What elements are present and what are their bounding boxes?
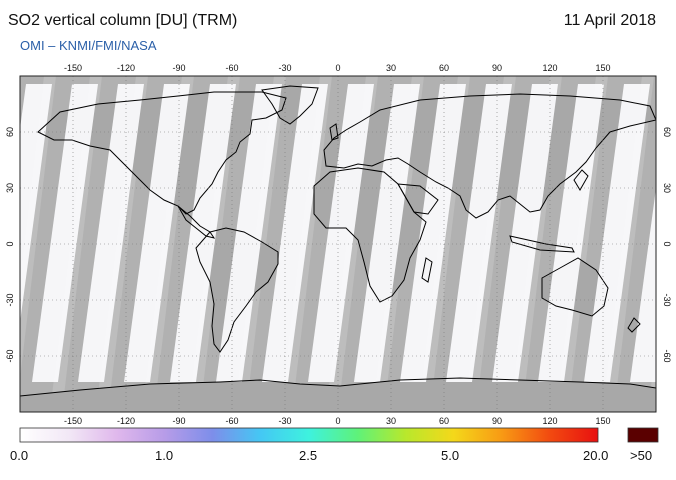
africa-coastline bbox=[313, 167, 427, 303]
new-zealand-coastline bbox=[627, 317, 641, 333]
longitude-tick-label: -90 bbox=[172, 63, 185, 73]
colorbar-label-4: 20.0 bbox=[583, 448, 609, 463]
longitude-tick-label: 150 bbox=[595, 416, 610, 426]
longitude-tick-label: -30 bbox=[278, 63, 291, 73]
japan-coastline bbox=[573, 169, 589, 191]
longitude-tick-label: -60 bbox=[225, 63, 238, 73]
orbit-swath bbox=[630, 188, 656, 382]
arabia-coastline bbox=[397, 183, 439, 215]
longitude-tick-label: 90 bbox=[492, 63, 502, 73]
latitude-labels-right: 60 30 0 -30 -60 bbox=[662, 127, 672, 363]
south-america-coastline bbox=[195, 227, 279, 353]
orbit-swath bbox=[538, 84, 604, 382]
orbit-swath bbox=[262, 84, 328, 382]
longitude-tick-label: 90 bbox=[492, 416, 502, 426]
latitude-tick-label: 30 bbox=[662, 183, 672, 193]
longitude-tick-label: -30 bbox=[278, 416, 291, 426]
australia-coastline bbox=[541, 257, 609, 317]
latitude-tick-label: 60 bbox=[5, 127, 15, 137]
longitude-tick-label: 60 bbox=[439, 63, 449, 73]
orbit-swath bbox=[446, 84, 512, 382]
latitude-tick-label: -60 bbox=[662, 349, 672, 362]
colorbar-label-2: 2.5 bbox=[299, 448, 318, 463]
orbit-swath bbox=[308, 84, 374, 382]
orbit-swath bbox=[20, 84, 52, 323]
colorbar-label-1: 1.0 bbox=[155, 448, 174, 463]
map-date: 11 April 2018 bbox=[563, 12, 656, 29]
latitude-tick-label: 0 bbox=[662, 241, 672, 246]
orbit-swath bbox=[492, 84, 558, 382]
longitude-tick-label: 60 bbox=[439, 416, 449, 426]
latitude-tick-label: 30 bbox=[5, 183, 15, 193]
british-isles bbox=[330, 124, 338, 140]
longitude-tick-label: -90 bbox=[172, 416, 185, 426]
map-frame bbox=[19, 75, 657, 413]
longitude-tick-label: -120 bbox=[117, 63, 135, 73]
indonesia-coastline bbox=[509, 235, 575, 253]
orbit-swath bbox=[400, 84, 466, 382]
longitude-tick-label: 0 bbox=[335, 63, 340, 73]
latitude-tick-label: -30 bbox=[5, 293, 15, 306]
madagascar-coastline bbox=[421, 257, 433, 283]
north-america-coastline bbox=[37, 91, 287, 215]
graticule bbox=[20, 76, 656, 412]
longitude-labels-bottom: -150 -120 -90 -60 -30 0 30 60 90 120 150 bbox=[64, 416, 611, 426]
colorbar-label-3: 5.0 bbox=[441, 448, 460, 463]
british-isles-coastline bbox=[329, 123, 339, 141]
longitude-tick-label: 120 bbox=[542, 63, 557, 73]
orbit-swath bbox=[78, 84, 144, 382]
longitude-tick-label: 30 bbox=[386, 416, 396, 426]
orbit-swaths bbox=[20, 84, 656, 382]
latitude-tick-label: -60 bbox=[5, 349, 15, 362]
orbit-swath bbox=[584, 84, 650, 382]
orbit-swath bbox=[354, 84, 420, 382]
eurasia-coastline bbox=[323, 93, 656, 219]
longitude-tick-label: -60 bbox=[225, 416, 238, 426]
orbit-swath bbox=[216, 84, 282, 382]
longitude-labels-top: -150 -120 -90 -60 -30 0 30 60 90 120 150 bbox=[64, 63, 611, 73]
map-title: SO2 vertical column [DU] (TRM) bbox=[8, 12, 238, 29]
orbit-swath bbox=[124, 84, 190, 382]
longitude-tick-label: 120 bbox=[542, 416, 557, 426]
antarctica-coastline bbox=[20, 377, 656, 412]
map-credit: OMI – KNMI/FMI/NASA bbox=[20, 38, 157, 53]
longitude-tick-label: -150 bbox=[64, 416, 82, 426]
coastlines bbox=[20, 85, 656, 412]
colorbar-label-0: 0.0 bbox=[10, 448, 29, 463]
latitude-tick-label: 0 bbox=[5, 241, 15, 246]
central-america-coastline bbox=[177, 205, 216, 239]
longitude-tick-label: 0 bbox=[335, 416, 340, 426]
colorbar bbox=[19, 427, 599, 443]
orbit-swath bbox=[32, 84, 98, 382]
colorbar-overflow-swatch bbox=[627, 427, 659, 443]
longitude-tick-label: -120 bbox=[117, 416, 135, 426]
longitude-tick-label: -150 bbox=[64, 63, 82, 73]
longitude-tick-label: 150 bbox=[595, 63, 610, 73]
colorbar-overflow-label: >50 bbox=[630, 448, 653, 463]
latitude-labels-left: 60 30 0 -30 -60 bbox=[5, 127, 15, 363]
latitude-tick-label: -30 bbox=[662, 293, 672, 306]
latitude-tick-label: 60 bbox=[662, 127, 672, 137]
longitude-tick-label: 30 bbox=[386, 63, 396, 73]
greenland-coastline bbox=[261, 85, 319, 125]
antarctica bbox=[20, 378, 656, 412]
